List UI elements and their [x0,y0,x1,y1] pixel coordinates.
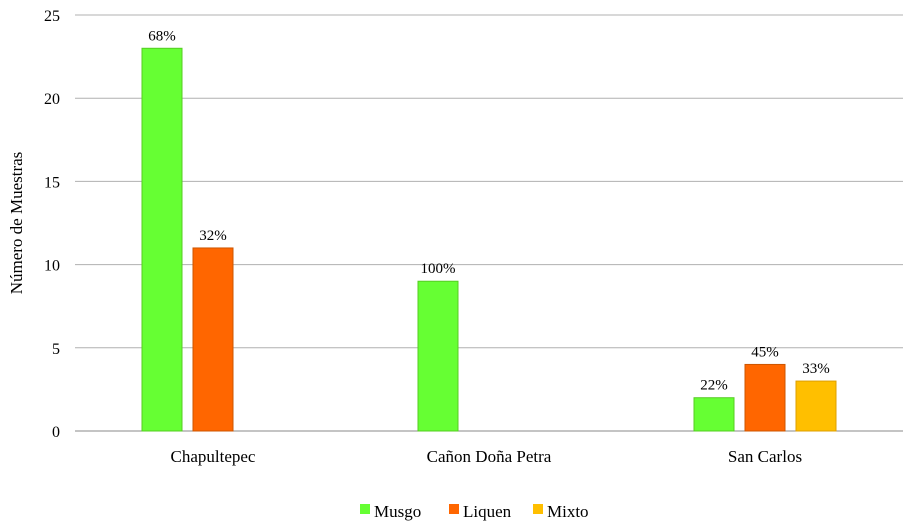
legend-label-musgo: Musgo [374,502,421,521]
y-axis-label: Número de Muestras [7,152,26,295]
data-label: 100% [421,261,456,277]
x-category-label: San Carlos [728,447,802,466]
y-tick-label: 10 [44,258,60,275]
data-label: 22% [700,378,728,394]
bar-liquen-0 [192,247,234,432]
data-label: 68% [148,28,176,44]
legend-swatch-musgo [360,504,370,514]
x-category-label: Cañon Doña Petra [427,447,552,466]
bar-musgo-1 [417,280,459,432]
data-label: 33% [802,361,830,377]
y-tick-label: 20 [44,91,60,108]
y-tick-label: 25 [44,8,60,25]
y-tick-label: 15 [44,174,60,191]
bar-mixto-2 [795,380,837,432]
x-axis-category-labels: Chapultepec Cañon Doña Petra San Carlos [171,447,803,466]
legend-label-mixto: Mixto [547,502,589,521]
bar-musgo-0 [141,47,183,432]
y-tick-label: 0 [52,424,60,441]
data-label: 32% [199,228,227,244]
y-axis-tick-labels: 0 5 10 15 20 25 [44,8,60,441]
bar-musgo-2 [693,397,735,432]
legend-swatch-mixto [533,504,543,514]
bars [141,47,837,432]
data-label: 45% [751,344,779,360]
legend-swatch-liquen [449,504,459,514]
bar-data-labels: 68% 32% 100% 22% 45% 33% [148,28,830,393]
x-category-label: Chapultepec [171,447,256,466]
bar-liquen-2 [744,363,786,432]
legend-label-liquen: Liquen [463,502,512,521]
y-tick-label: 5 [52,341,60,358]
legend: Musgo Liquen Mixto [360,502,589,521]
